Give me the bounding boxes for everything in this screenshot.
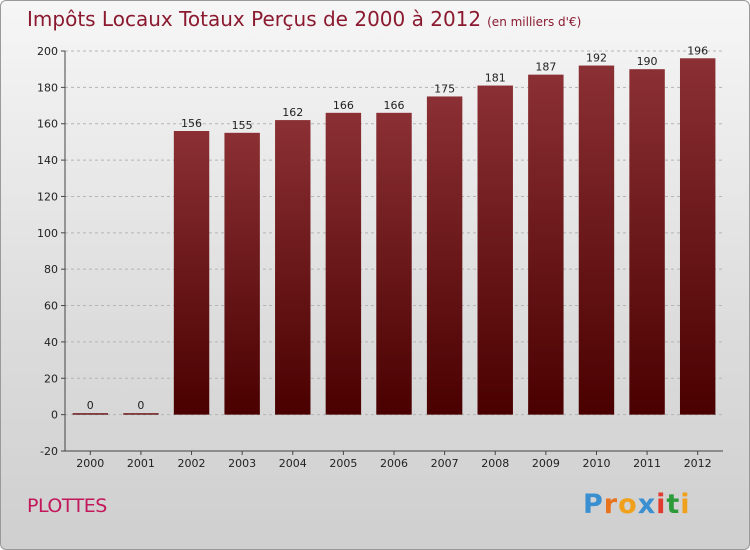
y-tick-label: 0 — [51, 409, 58, 422]
x-tick-label: 2005 — [329, 457, 357, 470]
data-label: 162 — [282, 106, 303, 119]
bar — [376, 112, 412, 415]
bar — [224, 132, 260, 415]
bar — [578, 65, 615, 415]
x-tick-label: 2000 — [76, 457, 104, 470]
x-tick-label: 2004 — [279, 457, 307, 470]
data-label: 181 — [485, 72, 506, 85]
bar — [275, 120, 311, 415]
bar — [123, 413, 159, 415]
data-label: 0 — [87, 399, 94, 412]
data-label: 155 — [232, 119, 253, 132]
data-label: 0 — [137, 399, 144, 412]
x-tick-label: 2002 — [178, 457, 206, 470]
x-tick-label: 2006 — [380, 457, 408, 470]
bar — [528, 74, 564, 415]
logo-letter: o — [618, 489, 638, 520]
y-tick-label: 160 — [37, 118, 58, 131]
data-label: 175 — [434, 82, 455, 95]
y-tick-label: 60 — [44, 300, 58, 313]
bar — [679, 58, 716, 415]
data-label: 187 — [535, 61, 556, 74]
unit-note: (en milliers d'€) — [487, 15, 582, 29]
x-tick-label: 2011 — [633, 457, 661, 470]
logo-letter: P — [583, 489, 604, 520]
bar — [173, 131, 210, 415]
y-tick-label: 100 — [37, 227, 58, 240]
y-tick-label: -20 — [40, 445, 58, 458]
bar — [325, 112, 362, 415]
data-label: 166 — [384, 99, 405, 112]
logo-letter: i — [656, 489, 667, 520]
x-tick-label: 2012 — [684, 457, 712, 470]
x-tick-label: 2008 — [481, 457, 509, 470]
data-label: 192 — [586, 52, 607, 65]
y-tick-label: 120 — [37, 190, 58, 203]
y-tick-label: 20 — [44, 372, 58, 385]
y-tick-label: 80 — [44, 263, 58, 276]
data-label: 166 — [333, 99, 354, 112]
bar — [426, 96, 463, 415]
y-tick-label: 200 — [37, 45, 58, 58]
data-label: 156 — [181, 117, 202, 130]
x-tick-label: 2009 — [532, 457, 560, 470]
bar — [477, 85, 513, 415]
x-tick-label: 2001 — [127, 457, 155, 470]
commune-name: PLOTTES — [27, 495, 107, 517]
data-label: 190 — [637, 55, 658, 68]
y-tick-label: 40 — [44, 336, 58, 349]
logo-letter: r — [603, 489, 619, 520]
proxiti-logo: Proxiti — [583, 489, 691, 520]
data-label: 196 — [687, 44, 708, 57]
bar — [72, 413, 109, 415]
x-tick-label: 2010 — [582, 457, 610, 470]
chart-title-text: Impôts Locaux Totaux Perçus de 2000 à 20… — [27, 7, 482, 31]
y-tick-label: 140 — [37, 154, 58, 167]
y-tick-label: 180 — [37, 81, 58, 94]
chart-title: Impôts Locaux Totaux Perçus de 2000 à 20… — [27, 7, 581, 31]
logo-letter: i — [680, 489, 691, 520]
x-tick-label: 2007 — [431, 457, 459, 470]
logo-letter: x — [637, 489, 657, 520]
bar — [629, 69, 665, 415]
logo-letter: t — [666, 489, 681, 520]
x-tick-label: 2003 — [228, 457, 256, 470]
